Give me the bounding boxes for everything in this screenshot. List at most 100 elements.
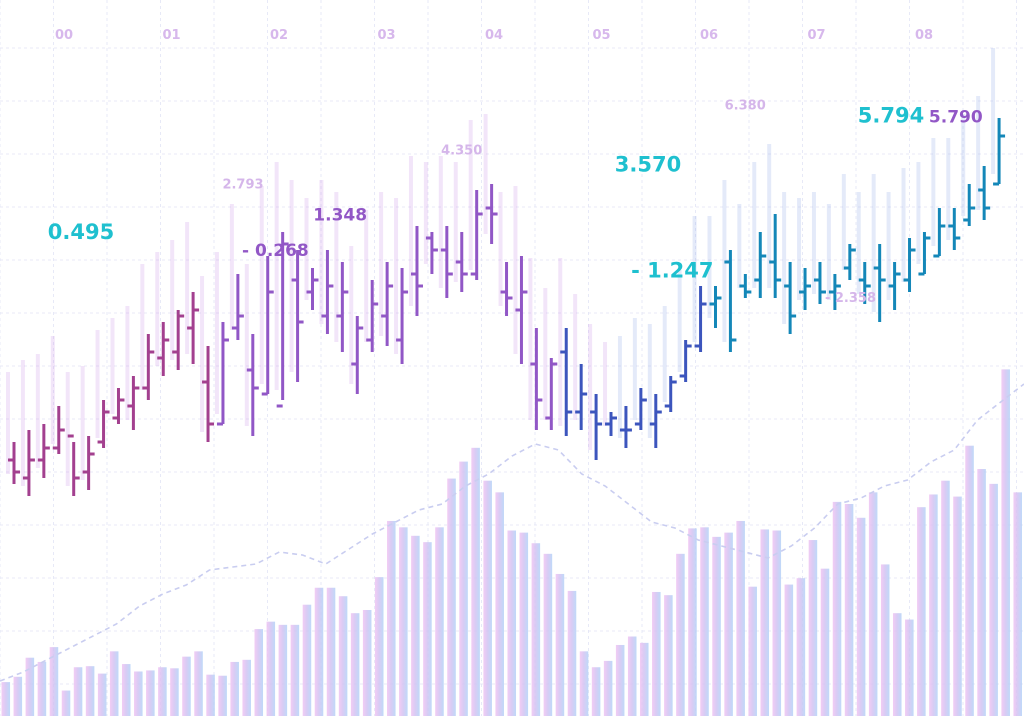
ohlc-bar: [202, 346, 215, 442]
ohlc-bar: [351, 316, 364, 394]
volume-bar: [170, 668, 179, 716]
volume-bar: [1013, 492, 1022, 716]
ohlc-bar: [425, 232, 438, 274]
annotation-label: 4.350: [441, 143, 482, 158]
volume-bar: [989, 483, 998, 716]
ohlc-bar: [276, 232, 289, 408]
ohlc-bar: [605, 412, 618, 436]
value-annotations: 0.495 2.793 1.348 4.350 - 0.268 3.570 6.380 - 1…: [48, 99, 983, 306]
volume-bar: [411, 535, 420, 716]
ohlc-bar: [455, 232, 468, 292]
annotation-label: - 2.358: [825, 291, 876, 306]
ohlc-bar: [97, 400, 110, 448]
volume-bar: [194, 651, 203, 716]
volume-bar: [772, 530, 782, 716]
volume-bar: [579, 651, 589, 716]
volume-bar: [423, 542, 432, 716]
volume-bar: [615, 644, 625, 716]
volume-bar: [808, 540, 818, 716]
ohlc-bar: [82, 436, 95, 490]
ohlc-bar: [784, 262, 797, 334]
ohlc-bar: [291, 250, 304, 382]
x-tick-label: 01: [162, 28, 180, 43]
x-tick-label: 02: [270, 28, 288, 43]
annotation-label: - 1.247: [631, 258, 713, 282]
volume-bar: [471, 447, 480, 716]
ohlc-bar: [306, 268, 319, 310]
volume-bar: [724, 532, 733, 716]
volume-bar: [85, 666, 95, 716]
ohlc-bar: [873, 244, 886, 322]
ohlc-bar: [709, 286, 722, 328]
ohlc-bar: [754, 232, 767, 298]
volume-bar: [688, 528, 697, 716]
ohlc-bar: [963, 184, 976, 226]
ohlc-bar: [515, 256, 528, 364]
ohlc-bar: [888, 262, 901, 310]
volume-bar: [603, 660, 613, 716]
ohlc-bar: [22, 430, 35, 496]
ohlc-bar: [231, 274, 244, 340]
annotation-label: 3.570: [615, 152, 681, 176]
annotation-label: 2.793: [222, 178, 263, 193]
volume-bar: [254, 629, 264, 716]
volume-bar: [555, 573, 565, 716]
volume-bar: [338, 596, 348, 716]
volume-bar: [856, 517, 866, 716]
ohlc-bar: [187, 292, 200, 364]
ohlc-bar: [664, 376, 677, 412]
volume-bar: [760, 529, 770, 716]
x-tick-label: 03: [377, 28, 395, 43]
volume-bar: [507, 530, 517, 716]
volume-bar: [447, 478, 456, 716]
x-tick-label: 05: [592, 28, 610, 43]
volume-bar: [567, 590, 577, 716]
volume-bar: [121, 664, 131, 716]
annotation-label: 1.348: [313, 205, 367, 225]
volume-bar: [796, 578, 806, 716]
ohlc-bar: [500, 262, 513, 316]
ohlc-bar: [261, 256, 274, 396]
volume-bar: [868, 492, 878, 716]
volume-bar: [736, 520, 745, 716]
volume-bar: [290, 624, 300, 716]
ohlc-bars: [6, 48, 1006, 496]
ohlc-bar: [843, 244, 856, 280]
x-tick-label: 08: [915, 28, 933, 43]
x-tick-label: 04: [485, 28, 503, 43]
ohlc-bar: [948, 208, 961, 250]
volume-bar: [748, 586, 757, 716]
moving-average-line: [0, 383, 1024, 682]
volume-bar: [591, 667, 601, 716]
ohlc-bar: [978, 166, 991, 220]
volume-bar: [965, 445, 974, 716]
volume-bar: [929, 494, 938, 716]
volume-bar: [844, 504, 854, 716]
ohlc-bar: [858, 262, 871, 304]
ohlc-bar: [216, 322, 229, 426]
volume-bar: [435, 527, 444, 716]
ohlc-bar: [560, 328, 573, 436]
ohlc-bar: [918, 232, 931, 276]
volume-bar: [158, 667, 167, 716]
volume-bar: [314, 587, 324, 716]
ohlc-bar: [993, 118, 1006, 186]
volume-bar: [109, 651, 119, 716]
ohlc-bar: [321, 250, 334, 334]
volume-bar: [664, 595, 673, 716]
ohlc-bar: [619, 406, 632, 448]
volume-bar: [61, 690, 71, 716]
ohlc-bar: [52, 406, 65, 454]
volume-bar: [627, 636, 637, 716]
volume-bar: [543, 553, 553, 716]
volume-bar: [531, 543, 541, 716]
ohlc-bar: [933, 208, 946, 258]
volume-bar: [459, 461, 468, 716]
ohlc-bar: [649, 394, 662, 448]
volume-bar: [832, 501, 842, 716]
volume-bar: [73, 667, 83, 716]
volume-bar: [134, 671, 143, 716]
volume-bar: [483, 480, 492, 716]
